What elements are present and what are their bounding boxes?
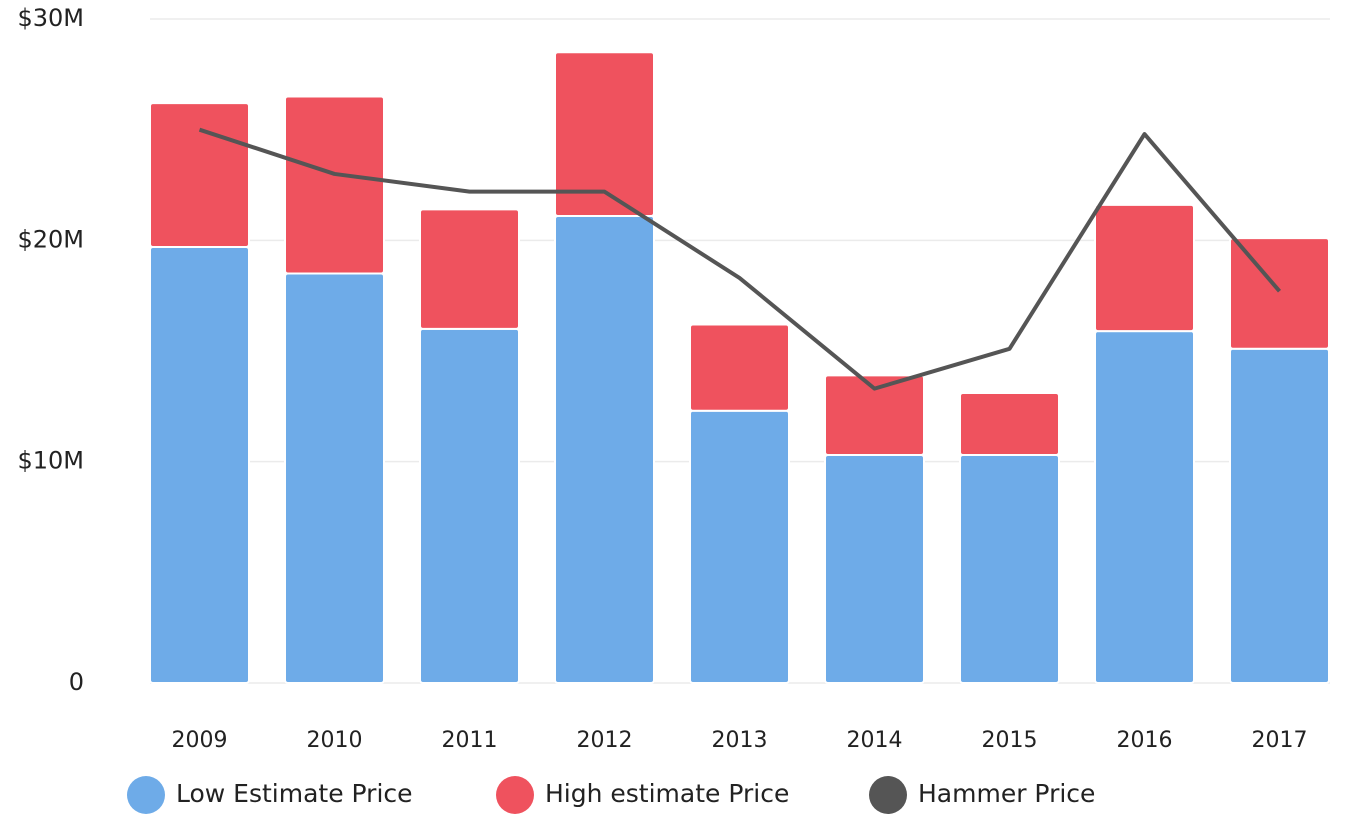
y-tick-label: 0 [69, 668, 84, 696]
bar [284, 272, 385, 684]
bar [149, 102, 250, 248]
bar [554, 214, 655, 684]
bar [1094, 203, 1195, 333]
legend-swatch [869, 776, 907, 814]
legend-swatch [127, 776, 165, 814]
x-tick-label: 2016 [1117, 728, 1173, 753]
bar [1229, 347, 1330, 684]
x-tick-label: 2012 [577, 728, 633, 753]
x-tick-label: 2010 [307, 728, 363, 753]
x-tick-label: 2017 [1252, 728, 1308, 753]
bar [959, 454, 1060, 684]
bar [149, 245, 250, 684]
x-tick-label: 2014 [847, 728, 903, 753]
legend-swatch [496, 776, 534, 814]
x-tick-label: 2015 [982, 728, 1038, 753]
bar [1229, 237, 1330, 350]
bar [824, 374, 925, 457]
legend-label: Low Estimate Price [176, 779, 413, 808]
line [198, 127, 1282, 391]
bar [284, 95, 385, 275]
y-tick-label: $30M [17, 4, 84, 32]
bar [959, 392, 1060, 457]
bar [689, 409, 790, 684]
x-tick-label: 2013 [712, 728, 768, 753]
bar [1094, 330, 1195, 684]
legend-label: High estimate Price [545, 779, 789, 808]
bar [689, 323, 790, 412]
x-tick-label: 2011 [442, 728, 498, 753]
legend-label: Hammer Price [918, 779, 1095, 808]
y-tick-label: $10M [17, 447, 84, 475]
x-tick-label: 2009 [172, 728, 228, 753]
bar [419, 327, 520, 684]
bar [419, 208, 520, 330]
bar [824, 454, 925, 684]
bar [554, 51, 655, 217]
y-tick-label: $20M [17, 225, 84, 253]
